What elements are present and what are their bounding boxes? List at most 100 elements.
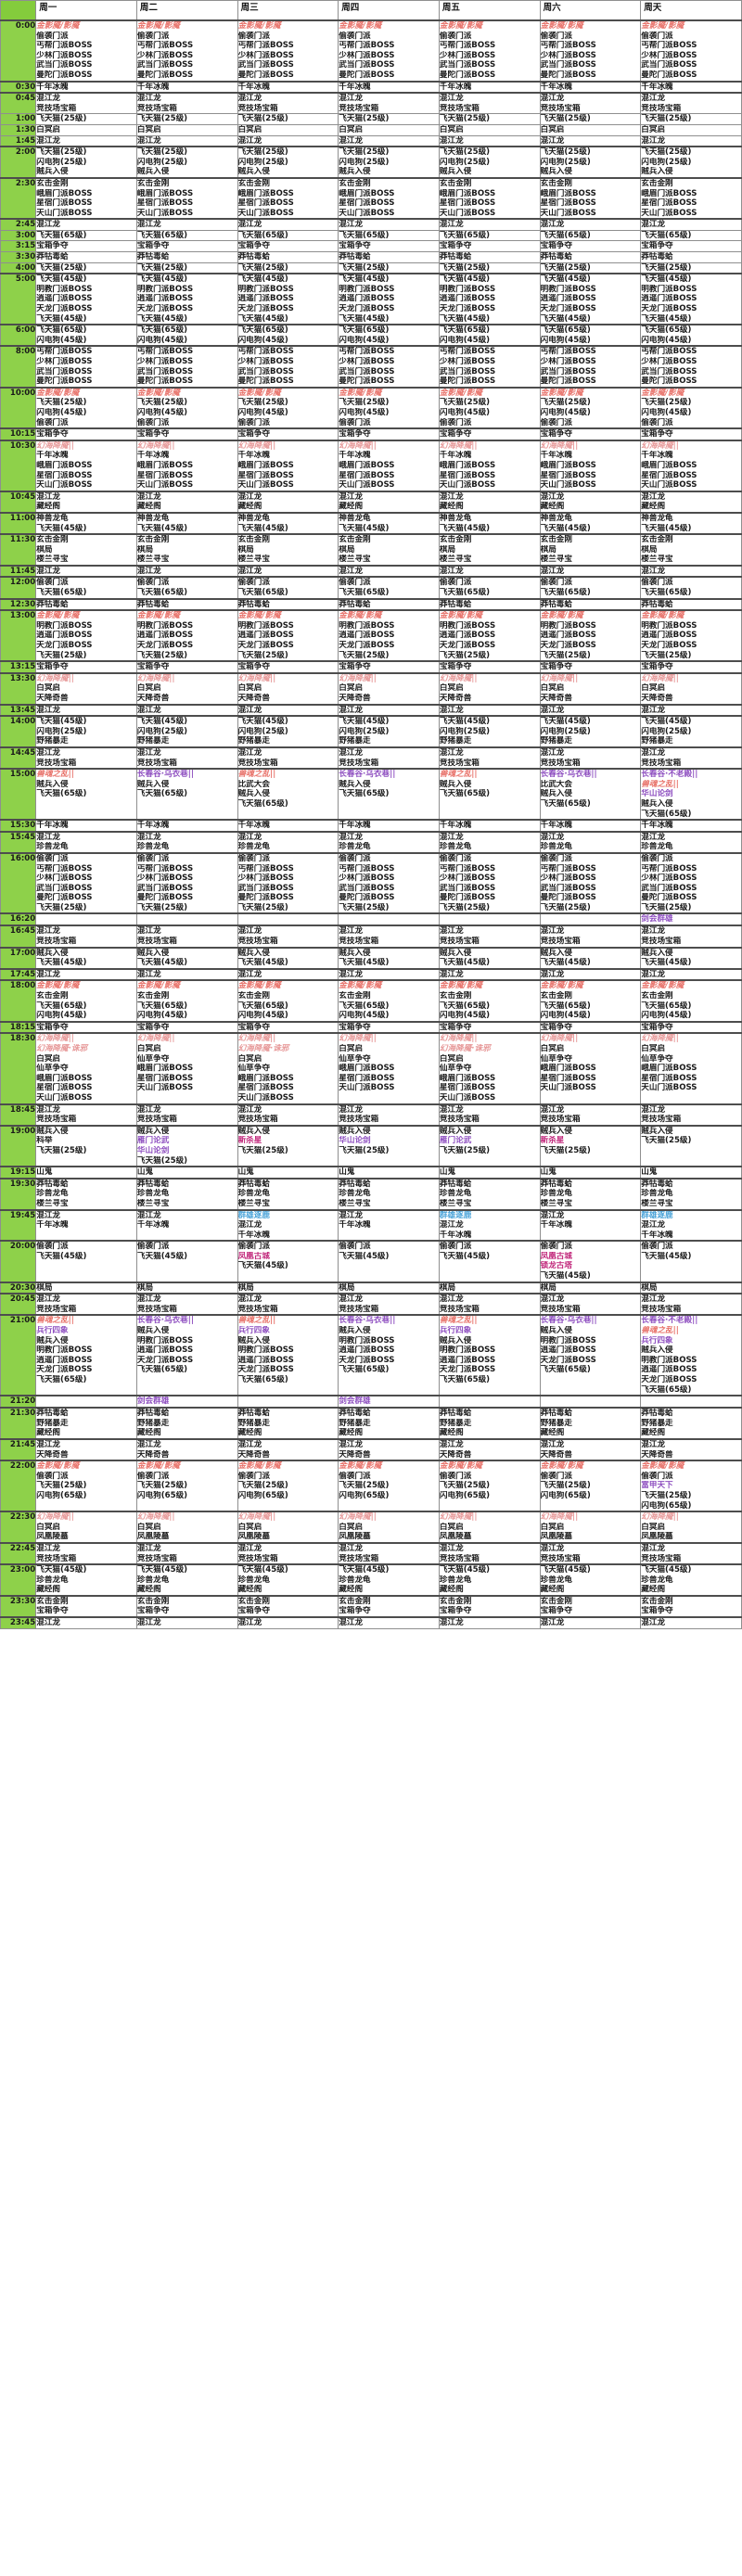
schedule-cell[interactable]: 莽牯毒蛤 bbox=[438, 597, 541, 611]
schedule-cell[interactable]: 混江龙 bbox=[237, 1616, 339, 1629]
schedule-cell[interactable]: 幻海降魇|| 白冥启 凤凰陵墓 bbox=[135, 1511, 238, 1544]
schedule-cell[interactable]: 宝箱争夺 bbox=[539, 240, 642, 253]
schedule-cell[interactable]: 幻海降魇|| 白冥启 天降奇兽 bbox=[35, 671, 137, 706]
schedule-cell[interactable]: 混江龙 千年冰魄 bbox=[338, 1208, 440, 1242]
schedule-cell[interactable]: 莽牯毒蛤 珍兽龙龟 楼兰寻宝 bbox=[135, 1177, 238, 1210]
schedule-cell[interactable]: 宝箱争夺 bbox=[338, 660, 440, 674]
schedule-cell[interactable]: 神兽龙龟 飞天猫(45级) bbox=[438, 511, 541, 535]
schedule-cell[interactable]: 飞天猫(45级) 明教门派BOSS 逍遥门派BOSS 天龙门派BOSS 飞天猫(45级) bbox=[237, 273, 339, 325]
schedule-cell[interactable]: 山鬼 bbox=[338, 1166, 440, 1180]
schedule-cell[interactable]: 金影魇/影魇 偷袭门派 丐帮门派BOSS 少林门派BOSS 武当门派BOSS 曼陀门派BO… bbox=[135, 19, 238, 83]
schedule-cell[interactable]: 混江龙 bbox=[438, 703, 541, 717]
schedule-cell[interactable]: 幻海降魇|| 白冥启 凤凰陵墓 bbox=[237, 1511, 339, 1544]
schedule-cell[interactable]: 玄击金刚 宝箱争夺 bbox=[539, 1594, 642, 1618]
schedule-cell[interactable]: 金影魇/影魇 偷袭门派 丐帮门派BOSS 少林门派BOSS 武当门派BOSS 曼陀门派BO… bbox=[35, 19, 137, 83]
schedule-cell[interactable]: 混江龙 竞技场宝箱 bbox=[640, 925, 742, 949]
schedule-cell[interactable]: 金影魇/影魇 飞天猫(25级) 闪电狗(45级) 偷袭门派 bbox=[35, 386, 137, 429]
schedule-cell[interactable]: 白冥启 bbox=[237, 123, 339, 136]
schedule-cell[interactable]: 混江龙 bbox=[539, 703, 642, 717]
schedule-cell[interactable]: 丐帮门派BOSS 少林门派BOSS 武当门派BOSS 曼陀门派BOSS bbox=[438, 345, 541, 389]
schedule-cell[interactable]: 混江龙 藏经阁 bbox=[438, 490, 541, 514]
schedule-cell[interactable]: 偷袭门派 丐帮门派BOSS 少林门派BOSS 武当门派BOSS 曼陀门派BOSS 飞天猫(… bbox=[135, 851, 238, 914]
schedule-cell[interactable]: 贼兵入侵 飞天猫(45级) bbox=[237, 946, 339, 970]
schedule-cell[interactable]: 兽魂之乱|| 兵行四象 贼兵入侵 明教门派BOSS 逍遥门派BOSS 天龙门派BOSS 飞天… bbox=[35, 1314, 137, 1396]
schedule-cell[interactable]: 白冥启 bbox=[338, 123, 440, 136]
schedule-cell[interactable]: 混江龙 竞技场宝箱 bbox=[438, 1103, 541, 1127]
schedule-cell[interactable]: 飞天猫(45级) 珍兽龙龟 藏经阁 bbox=[539, 1563, 642, 1597]
schedule-cell[interactable]: 混江龙 bbox=[35, 134, 137, 147]
schedule-cell[interactable]: 兽魂之乱|| 兵行四象 贼兵入侵 明教门派BOSS 逍遥门派BOSS 天龙门派BOSS 飞天… bbox=[237, 1314, 339, 1396]
schedule-cell[interactable]: 飞天猫(25级) 闪电狗(25级) 贼兵入侵 bbox=[438, 146, 541, 179]
schedule-cell[interactable]: 混江龙 藏经阁 bbox=[237, 490, 339, 514]
schedule-cell[interactable] bbox=[338, 912, 440, 926]
schedule-cell[interactable]: 贼兵入侵 飞天猫(45级) bbox=[539, 946, 642, 970]
schedule-cell[interactable]: 混江龙 天降奇兽 bbox=[438, 1437, 541, 1461]
schedule-cell[interactable]: 混江龙 竞技场宝箱 bbox=[640, 1103, 742, 1127]
schedule-cell[interactable]: 混江龙 竞技场宝箱 bbox=[640, 1541, 742, 1565]
schedule-cell[interactable]: 混江龙 bbox=[135, 218, 238, 231]
schedule-cell[interactable]: 神兽龙龟 飞天猫(45级) bbox=[237, 511, 339, 535]
schedule-cell[interactable] bbox=[539, 1395, 642, 1409]
schedule-cell[interactable]: 偷袭门派 丐帮门派BOSS 少林门派BOSS 武当门派BOSS 曼陀门派BOSS 飞天猫(… bbox=[438, 851, 541, 914]
schedule-cell[interactable]: 混江龙 藏经阁 bbox=[640, 490, 742, 514]
schedule-cell[interactable]: 幻海降魇|| 白冥启 天降奇兽 bbox=[438, 671, 541, 706]
schedule-cell[interactable]: 混江龙 竞技场宝箱 bbox=[338, 925, 440, 949]
schedule-cell[interactable]: 千年冰魄 bbox=[338, 80, 440, 94]
schedule-cell[interactable]: 莽牯毒蛤 bbox=[539, 597, 642, 611]
schedule-cell[interactable]: 混江龙 bbox=[539, 134, 642, 147]
schedule-cell[interactable] bbox=[539, 912, 642, 926]
schedule-cell[interactable]: 偷袭门派 飞天猫(65级) bbox=[237, 576, 339, 600]
schedule-cell[interactable]: 混江龙 bbox=[135, 564, 238, 578]
schedule-cell[interactable]: 混江龙 bbox=[35, 218, 137, 231]
schedule-cell[interactable]: 兽魂之乱|| 贼兵入侵 飞天猫(65级) bbox=[35, 768, 137, 821]
schedule-cell[interactable]: 山鬼 bbox=[35, 1166, 137, 1180]
schedule-cell[interactable]: 莽牯毒蛤 珍兽龙龟 楼兰寻宝 bbox=[438, 1177, 541, 1210]
schedule-cell[interactable]: 飞天猫(25级) 闪电狗(25级) 贼兵入侵 bbox=[237, 146, 339, 179]
schedule-cell[interactable]: 莽牯毒蛤 bbox=[338, 597, 440, 611]
schedule-cell[interactable]: 混江龙 竞技场宝箱 bbox=[438, 746, 541, 770]
schedule-cell[interactable]: 混江龙 千年冰魄 bbox=[135, 1208, 238, 1242]
schedule-cell[interactable]: 金影魇/影魇 偷袭门派 飞天猫(25级) 闪电狗(65级) bbox=[539, 1460, 642, 1512]
schedule-cell[interactable]: 金影魇/影魇 玄击金刚 飞天猫(65级) 闪电狗(45级) bbox=[237, 979, 339, 1023]
schedule-cell[interactable]: 混江龙 bbox=[640, 564, 742, 578]
schedule-cell[interactable]: 金影魇/影魇 偷袭门派 飞天猫(25级) 闪电狗(65级) bbox=[35, 1460, 137, 1512]
schedule-cell[interactable]: 飞天猫(65级) 闪电狗(45级) bbox=[135, 324, 238, 347]
schedule-cell[interactable]: 贼兵入侵 科举 飞天猫(25级) bbox=[35, 1124, 137, 1167]
schedule-cell[interactable]: 混江龙 竞技场宝箱 bbox=[135, 1103, 238, 1127]
schedule-cell[interactable]: 千年冰魄 bbox=[237, 819, 339, 833]
schedule-cell[interactable]: 丐帮门派BOSS 少林门派BOSS 武当门派BOSS 曼陀门派BOSS bbox=[539, 345, 642, 389]
schedule-cell[interactable]: 玄击金刚 峨眉门派BOSS 星宿门派BOSS 天山门派BOSS bbox=[539, 176, 642, 220]
schedule-cell[interactable]: 飞天猫(25级) bbox=[539, 113, 642, 125]
schedule-cell[interactable]: 飞天猫(45级) 珍兽龙龟 藏经阁 bbox=[338, 1563, 440, 1597]
schedule-cell[interactable]: 混江龙 bbox=[438, 134, 541, 147]
schedule-cell[interactable]: 金影魇/影魇 飞天猫(25级) 闪电狗(45级) 偷袭门派 bbox=[237, 386, 339, 429]
schedule-cell[interactable]: 幻海降魇|| 千年冰魄 峨眉门派BOSS 星宿门派BOSS 天山门派BOSS bbox=[539, 439, 642, 492]
schedule-cell[interactable]: 千年冰魄 bbox=[338, 819, 440, 833]
schedule-cell[interactable]: 飞天猫(25级) 闪电狗(25级) 贼兵入侵 bbox=[35, 146, 137, 179]
schedule-cell[interactable]: 长春谷·乌衣巷|| 贼兵入侵 明教门派BOSS 逍遥门派BOSS 天龙门派BOSS 飞天猫… bbox=[135, 1314, 238, 1396]
schedule-cell[interactable]: 神兽龙龟 飞天猫(45级) bbox=[640, 511, 742, 535]
schedule-cell[interactable]: 玄击金刚 棋局 楼兰寻宝 bbox=[438, 533, 541, 567]
schedule-cell[interactable]: 莽牯毒蛤 珍兽龙龟 楼兰寻宝 bbox=[640, 1177, 742, 1210]
schedule-cell[interactable]: 飞天猫(65级) 闪电狗(45级) bbox=[438, 324, 541, 347]
schedule-cell[interactable]: 飞天猫(45级) 明教门派BOSS 逍遥门派BOSS 天龙门派BOSS 飞天猫(45级) bbox=[135, 273, 238, 325]
schedule-cell[interactable]: 金影魇/影魇 明教门派BOSS 逍遥门派BOSS 天龙门派BOSS 飞天猫(25级) bbox=[135, 609, 238, 662]
schedule-cell[interactable]: 宝箱争夺 bbox=[338, 240, 440, 253]
schedule-cell[interactable]: 棋局 bbox=[640, 1281, 742, 1294]
schedule-cell[interactable]: 偷袭门派 飞天猫(65级) bbox=[640, 576, 742, 600]
schedule-cell[interactable]: 幻海降魇|| 白冥启 凤凰陵墓 bbox=[35, 1511, 137, 1544]
schedule-cell[interactable]: 偷袭门派 飞天猫(45级) bbox=[640, 1240, 742, 1283]
schedule-cell[interactable]: 混江龙 竞技场宝箱 bbox=[135, 746, 238, 770]
schedule-cell[interactable]: 玄击金刚 峨眉门派BOSS 星宿门派BOSS 天山门派BOSS bbox=[135, 176, 238, 220]
schedule-cell[interactable]: 偷袭门派 飞天猫(65级) bbox=[135, 576, 238, 600]
schedule-cell[interactable]: 幻海降魇|| 白冥启 凤凰陵墓 bbox=[640, 1511, 742, 1544]
schedule-cell[interactable]: 混江龙 竞技场宝箱 bbox=[539, 925, 642, 949]
schedule-cell[interactable]: 棋局 bbox=[338, 1281, 440, 1294]
schedule-cell[interactable]: 混江龙 bbox=[135, 134, 238, 147]
schedule-cell[interactable]: 飞天猫(25级) bbox=[338, 113, 440, 125]
schedule-cell[interactable]: 玄击金刚 宝箱争夺 bbox=[135, 1594, 238, 1618]
schedule-cell[interactable]: 宝箱争夺 bbox=[438, 427, 541, 441]
schedule-cell[interactable]: 偷袭门派 飞天猫(65级) bbox=[35, 576, 137, 600]
schedule-cell[interactable]: 飞天猫(25级) bbox=[237, 261, 339, 274]
schedule-cell[interactable]: 玄击金刚 棋局 楼兰寻宝 bbox=[338, 533, 440, 567]
